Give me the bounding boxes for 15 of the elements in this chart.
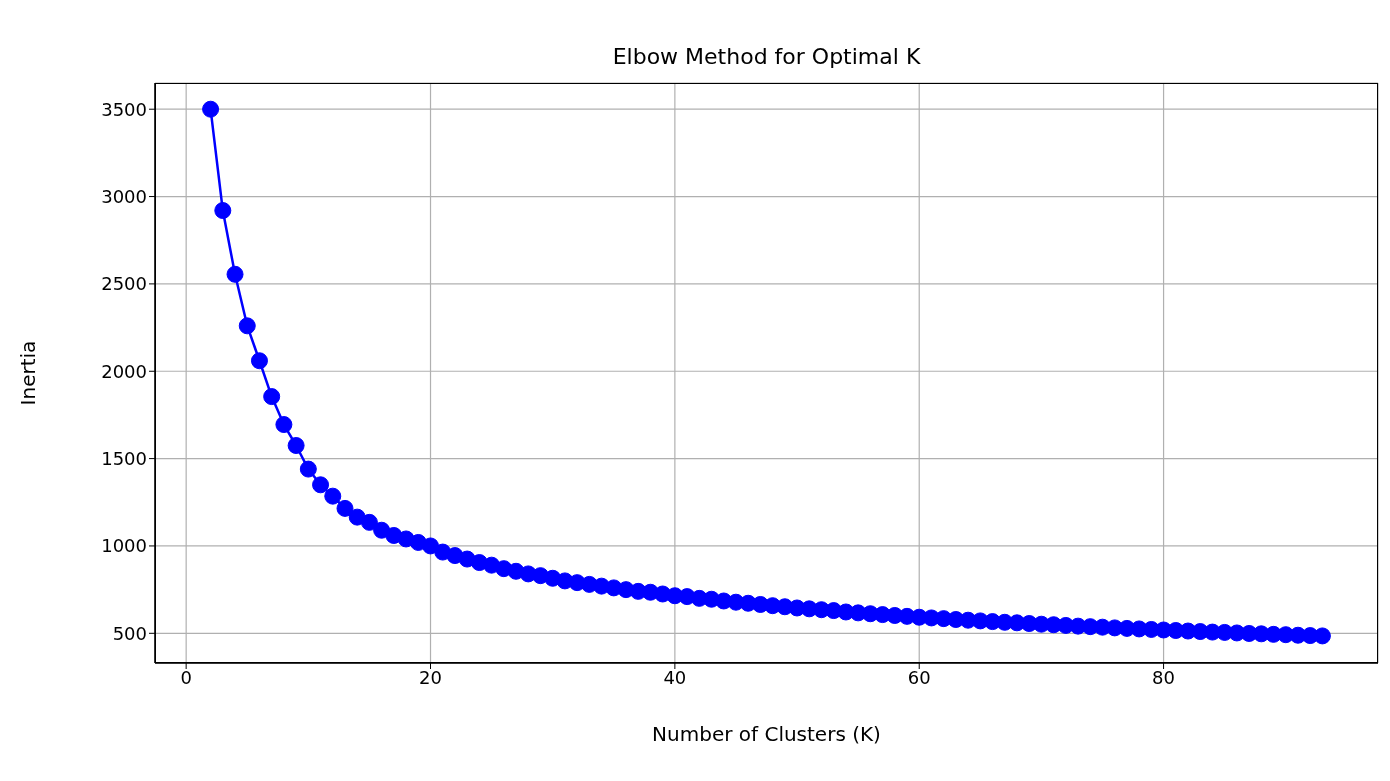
- x-tick-label: 40: [663, 666, 687, 688]
- x-tick-label: 0: [180, 666, 192, 688]
- y-tick-label: 2000: [101, 360, 147, 382]
- y-tick-label: 3500: [101, 98, 147, 120]
- y-tick-label: 3000: [101, 185, 147, 207]
- x-tick-label: 80: [1152, 666, 1176, 688]
- x-tick-label: 60: [907, 666, 931, 688]
- y-tick-label: 2500: [101, 273, 147, 295]
- x-axis-title: Number of Clusters (K): [652, 722, 881, 746]
- x-tick-label: 20: [419, 666, 442, 688]
- y-tick-label: 1000: [101, 535, 147, 557]
- chart-title: Elbow Method for Optimal K: [611, 44, 922, 69]
- y-tick-label: 500: [112, 622, 147, 644]
- y-tick-label: 1500: [101, 447, 147, 469]
- y-axis-title: Inertia: [16, 340, 41, 406]
